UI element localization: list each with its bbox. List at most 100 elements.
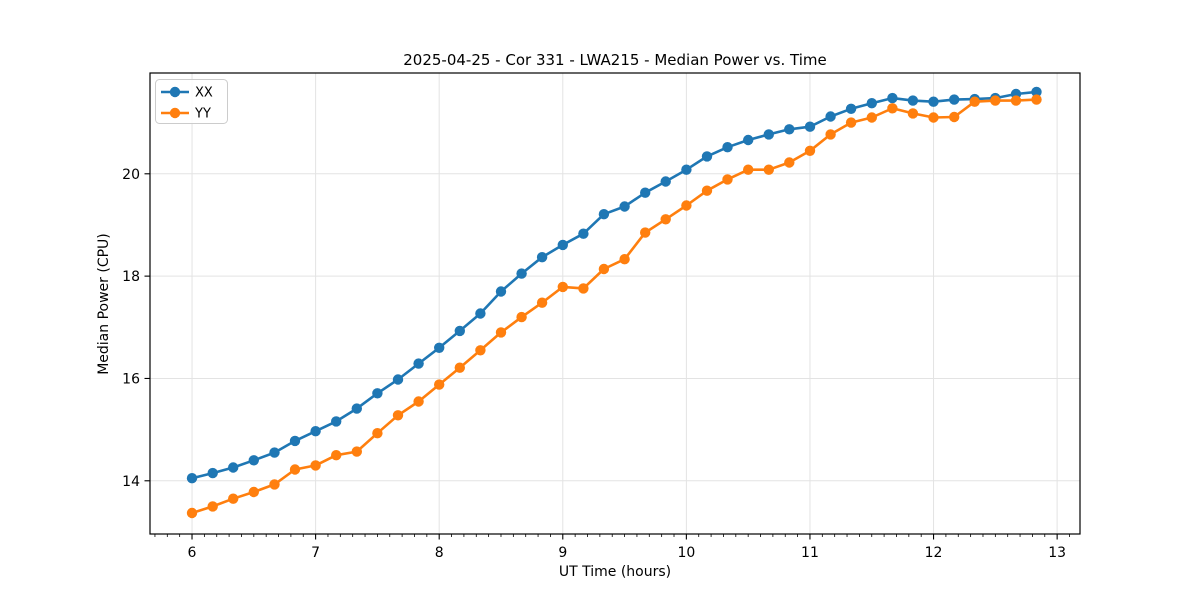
x-axis-label: UT Time (hours) [559, 564, 671, 580]
data-point-yy [681, 200, 692, 211]
data-point-yy [536, 297, 548, 308]
data-point-xx [269, 447, 280, 458]
data-point-xx [907, 95, 919, 106]
data-point-xx [640, 187, 651, 198]
data-point-yy [949, 111, 960, 123]
data-point-xx [454, 325, 465, 337]
data-point-yy [310, 460, 321, 471]
legend-box [155, 79, 228, 124]
data-point-xx [784, 124, 795, 135]
data-point-yy [990, 95, 1001, 106]
data-point-xx [186, 473, 198, 484]
data-point-yy [1010, 95, 1022, 106]
data-point-xx [660, 176, 671, 187]
data-point-xx [536, 252, 548, 263]
data-point-yy [887, 103, 898, 114]
data-point-xx [949, 94, 960, 105]
legend-marker-yy [169, 107, 181, 119]
data-point-yy [454, 362, 465, 373]
data-point-yy [475, 345, 486, 356]
y-tick-label: 16 [122, 371, 140, 387]
data-point-xx [825, 111, 836, 122]
x-tick-label: 13 [1048, 545, 1066, 561]
x-tick-label: 12 [925, 545, 943, 561]
data-point-yy [640, 227, 651, 238]
data-point-xx [289, 435, 301, 447]
data-point-yy [495, 327, 507, 338]
series-line-xx [190, 90, 1038, 480]
series-line-yy [190, 98, 1038, 515]
x-tick-label: 8 [435, 545, 444, 561]
y-tick-label: 14 [122, 474, 140, 490]
data-point-xx [619, 201, 630, 212]
data-point-xx [845, 103, 857, 115]
y-axis-label: Median Power (CPU) [96, 233, 112, 375]
data-point-xx [722, 142, 733, 153]
data-point-yy [660, 214, 671, 225]
data-point-yy [784, 157, 795, 168]
data-point-yy [557, 281, 568, 293]
legend: XX YY [155, 79, 228, 124]
data-point-xx [248, 455, 259, 466]
data-point-yy [516, 311, 527, 323]
data-point-yy [722, 174, 733, 185]
data-point-xx [598, 209, 610, 220]
data-point-xx [351, 403, 362, 414]
data-point-xx [495, 286, 507, 297]
x-tick-label: 10 [677, 545, 695, 561]
legend-marker-xx [169, 86, 181, 98]
data-point-yy [351, 446, 362, 457]
legend-label-yy: YY [194, 107, 211, 122]
data-point-xx [763, 129, 774, 140]
data-point-xx [372, 388, 383, 399]
chart-title: 2025-04-25 - Cor 331 - LWA215 - Median P… [403, 51, 827, 69]
data-point-yy [825, 129, 836, 140]
data-point-yy [763, 164, 774, 175]
data-point-yy [392, 410, 404, 421]
data-point-yy [578, 283, 589, 294]
legend-label-xx: XX [195, 86, 213, 101]
x-tick-label: 6 [188, 545, 197, 561]
data-point-yy [804, 145, 816, 156]
data-point-yy [289, 464, 301, 475]
data-point-yy [845, 117, 857, 128]
data-point-xx [557, 239, 568, 251]
data-point-xx [804, 121, 816, 132]
data-point-yy [1031, 94, 1042, 105]
data-point-xx [392, 374, 404, 385]
data-point-yy [598, 263, 610, 275]
data-point-yy [969, 96, 980, 107]
data-point-yy [331, 450, 342, 461]
data-point-xx [681, 164, 692, 175]
data-point-xx [310, 426, 321, 437]
x-tick-label: 7 [311, 545, 320, 561]
data-point-yy [186, 507, 198, 519]
x-tick-label: 9 [558, 545, 567, 561]
data-point-yy [269, 479, 280, 490]
data-point-xx [434, 342, 445, 353]
data-point-xx [866, 98, 877, 109]
data-point-yy [866, 112, 877, 123]
data-point-yy [928, 112, 939, 123]
data-point-xx [928, 96, 939, 107]
data-point-xx [475, 308, 486, 319]
y-tick-label: 18 [122, 269, 140, 285]
data-point-xx [516, 268, 527, 279]
data-point-yy [372, 428, 383, 439]
data-point-yy [619, 254, 630, 265]
data-point-xx [701, 151, 713, 162]
data-point-xx [578, 228, 589, 239]
data-point-yy [743, 164, 754, 175]
data-point-yy [248, 486, 259, 498]
data-point-yy [434, 379, 445, 390]
data-point-xx [413, 358, 424, 369]
data-point-yy [701, 185, 713, 196]
data-point-xx [743, 134, 754, 146]
data-point-yy [207, 501, 218, 512]
data-point-yy [228, 493, 239, 504]
data-point-xx [887, 92, 898, 104]
series-layer [186, 86, 1042, 519]
y-tick-label: 20 [122, 167, 140, 183]
